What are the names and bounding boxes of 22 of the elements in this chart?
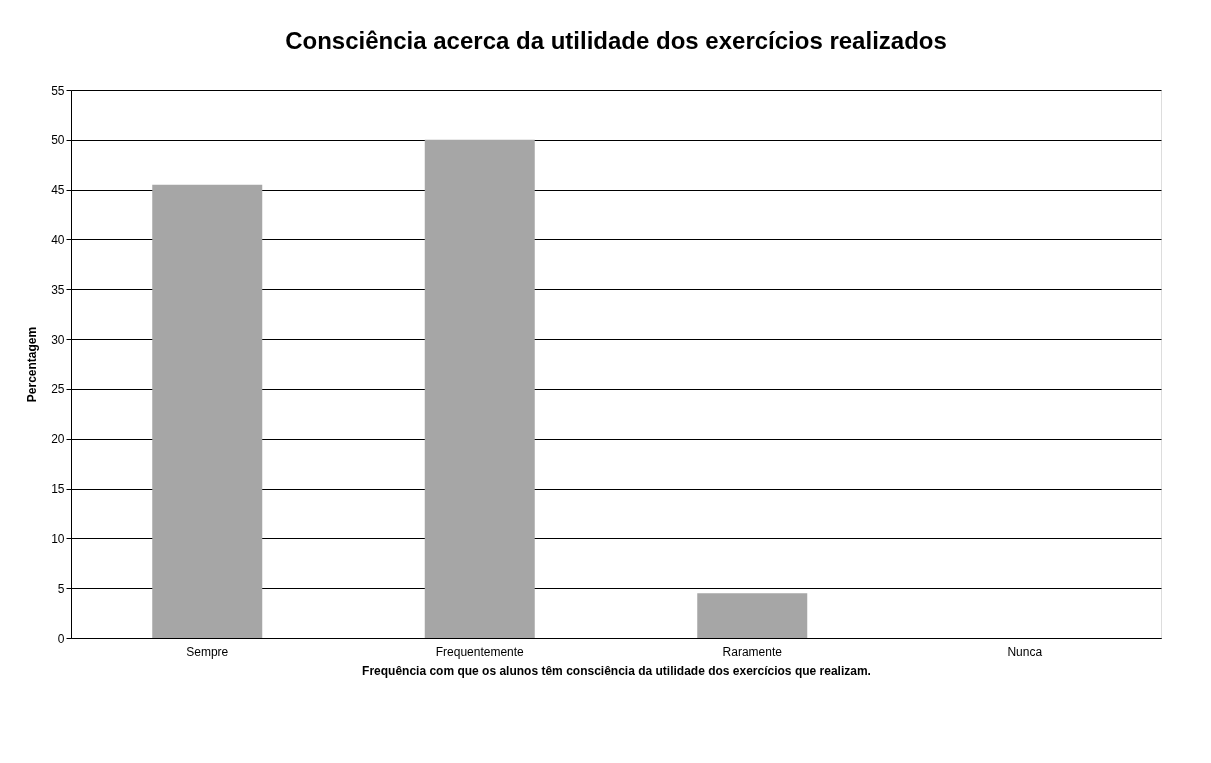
x-tick-label: Raramente (722, 644, 783, 659)
bar (424, 139, 535, 638)
x-tick-label: Sempre (186, 644, 229, 659)
y-tick-label: 50 (51, 133, 65, 148)
x-tick-label: Nunca (1007, 644, 1043, 659)
x-axis-title: Frequência com que os alunos têm consciência da utilidade dos exercícios que realizam. (362, 663, 871, 678)
y-tick-label: 10 (51, 531, 65, 546)
y-tick-label: 35 (51, 282, 65, 297)
chart-title: Consciência acerca da utilidade dos exercícios realizados (285, 27, 947, 54)
y-tick-label: 40 (51, 232, 65, 247)
y-tick-label: 55 (51, 83, 65, 98)
bar (697, 593, 808, 638)
y-tick-label: 30 (51, 332, 65, 347)
y-tick-label: 5 (57, 581, 65, 596)
y-tick-label: 45 (51, 183, 65, 198)
x-tick-label: Frequentemente (435, 644, 525, 659)
y-tick-label: 20 (51, 432, 65, 447)
y-tick-label: 0 (57, 631, 65, 646)
y-axis-title: Percentagem (25, 326, 40, 403)
bar (152, 184, 263, 638)
y-tick-label: 25 (51, 382, 65, 397)
y-tick-label: 15 (51, 482, 65, 497)
